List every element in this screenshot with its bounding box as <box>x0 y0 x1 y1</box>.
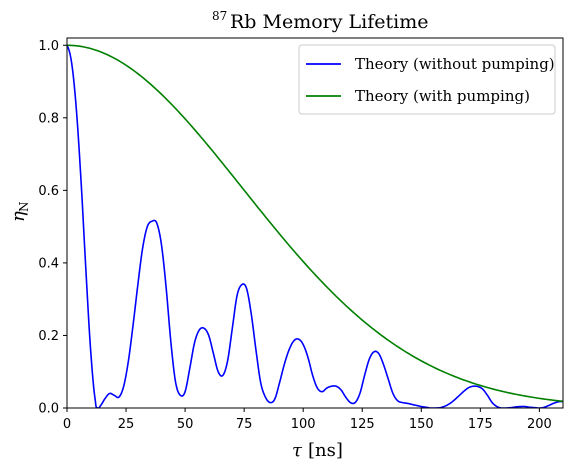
x-tick-label: 0 <box>63 417 71 432</box>
x-tick-label: 150 <box>409 417 434 432</box>
chart-title-superscript: 87 <box>212 9 227 23</box>
x-tick-label: 100 <box>291 417 316 432</box>
series-layer <box>67 44 563 408</box>
x-tick-label: 175 <box>468 417 493 432</box>
y-axis-ticks: 0.0 0.2 0.4 0.6 0.8 1.0 <box>38 39 67 417</box>
series-line-without-pumping <box>67 44 563 408</box>
legend-label-without-pumping: Theory (without pumping) <box>355 55 555 73</box>
legend-label-with-pumping: Theory (with pumping) <box>355 87 530 105</box>
legend: Theory (without pumping) Theory (with pu… <box>298 44 556 115</box>
y-tick-label: 0.8 <box>38 111 59 126</box>
plot-area <box>66 37 564 409</box>
x-axis-label: τ [ns] <box>292 440 343 461</box>
x-tick-label: 75 <box>236 417 253 432</box>
y-axis-label-symbol: η <box>8 211 29 222</box>
y-tick-label: 0.6 <box>38 184 59 199</box>
y-axis-label: η N <box>8 202 31 223</box>
y-axis-label-subscript: N <box>17 202 31 213</box>
x-axis-label-unit: [ns] <box>308 440 343 461</box>
y-tick-label: 0.4 <box>38 256 59 271</box>
x-tick-label: 125 <box>350 417 375 432</box>
chart-title-text: Rb Memory Lifetime <box>230 11 428 33</box>
x-tick-label: 25 <box>118 417 135 432</box>
chart-title: 87 Rb Memory Lifetime <box>212 9 428 33</box>
y-tick-label: 0.2 <box>38 329 59 344</box>
y-tick-label: 1.0 <box>38 39 59 54</box>
y-tick-label: 0.0 <box>38 402 59 417</box>
series-line-with-pumping <box>67 44 563 403</box>
plot-frame <box>66 37 564 409</box>
x-tick-label: 200 <box>527 417 552 432</box>
legend-box <box>298 44 556 115</box>
x-axis-label-symbol: τ <box>292 440 303 461</box>
x-tick-label: 50 <box>177 417 194 432</box>
x-axis-ticks: 0 25 50 75 100 125 150 175 200 <box>63 408 552 432</box>
